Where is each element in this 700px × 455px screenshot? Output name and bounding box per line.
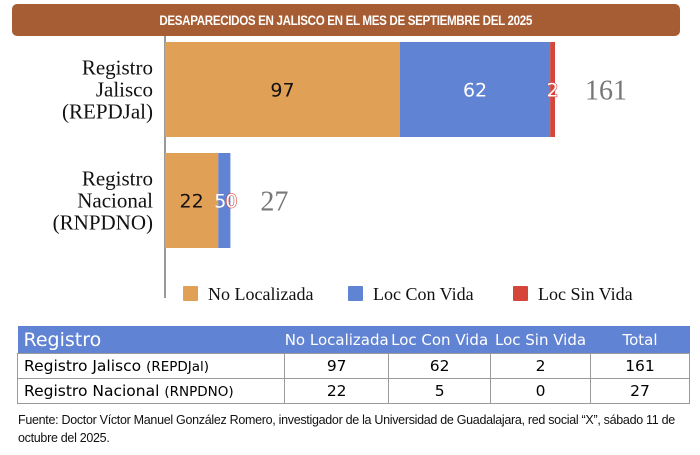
registro-abbr: (REPDJal) [146,359,210,375]
chart-title: DESAPARECIDOS EN JALISCO EN EL MES DE SE… [159,12,533,28]
bar-total-label: 27 [260,187,288,218]
bar-value-label: 97 [270,80,294,102]
cell-registro: Registro Nacional (RNPDNO) [16,378,286,404]
legend-label: Loc Sin Vida [538,284,633,304]
table-header-row: Registro No Localizada Loc Con Vida Loc … [17,326,690,354]
bar-segment [399,42,551,137]
cell-loc-con-vida: 5 [388,378,492,404]
cell-loc-con-vida: 62 [388,353,492,379]
legend-swatch [183,286,198,301]
registro-name: Registro Nacional [24,382,160,400]
bar-segment [165,42,400,137]
category-label: Nacional [77,189,153,213]
header-loc-sin-vida: Loc Sin Vida [490,326,591,354]
data-table: Registro No Localizada Loc Con Vida Loc … [16,326,691,404]
registro-abbr: (RNPDNO) [164,384,234,400]
header-no-localizada: No Localizada [284,326,389,354]
category-label: Registro [82,167,153,191]
legend-swatch [513,286,528,301]
category-label: Jalisco [96,78,153,102]
chart-title-banner: DESAPARECIDOS EN JALISCO EN EL MES DE SE… [12,4,680,36]
legend-swatch [348,286,363,301]
category-label: (RNPDNO) [53,211,153,235]
header-registro: Registro [17,326,285,354]
bar-value-label: 22 [180,191,204,213]
legend-label: Loc Con Vida [373,284,474,304]
cell-no-localizada: 22 [284,378,390,404]
cell-total: 27 [589,378,691,404]
bar-value-label: 2 [547,80,559,102]
table-row: Registro Nacional (RNPDNO) 22 5 0 27 [16,378,691,404]
legend-label: No Localizada [208,284,313,304]
registro-name: Registro Jalisco [24,357,142,375]
bar-value-label: 62 [463,80,487,102]
cell-loc-sin-vida: 2 [490,353,591,379]
source-note: Fuente: Doctor Víctor Manuel González Ro… [18,413,675,445]
table-row: Registro Jalisco (REPDJal) 97 62 2 161 [16,353,691,379]
category-label: Registro [82,56,153,80]
bar-segment [550,42,555,137]
bar-total-label: 161 [585,76,627,107]
cell-registro: Registro Jalisco (REPDJal) [16,353,286,379]
cell-no-localizada: 97 [284,353,390,379]
bar-value-label: 0 [225,191,237,213]
header-loc-con-vida: Loc Con Vida [388,326,491,354]
header-total: Total [590,326,690,354]
cell-total: 161 [589,353,691,379]
bar-value-label: 5 [214,191,226,213]
bar-segment [165,153,219,248]
bar-segment [218,153,231,248]
category-label: (REPDJal) [62,100,153,124]
cell-loc-sin-vida: 0 [490,378,591,404]
